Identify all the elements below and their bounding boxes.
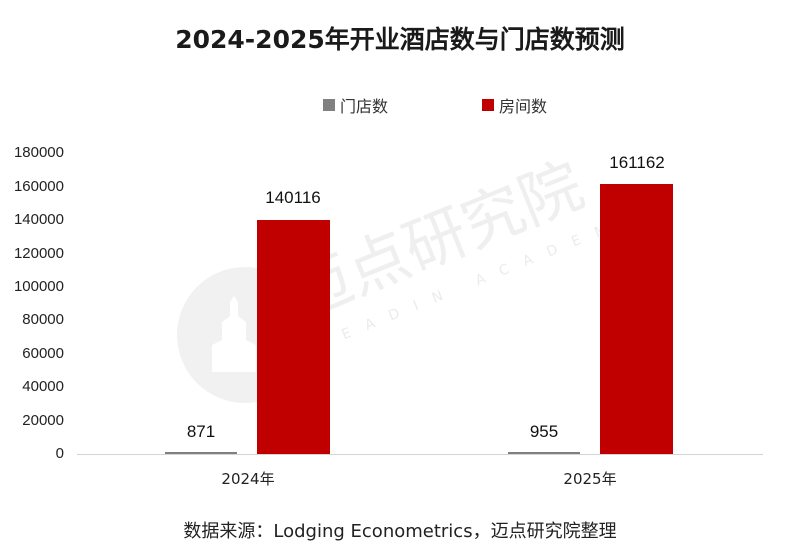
legend-swatch-stores (323, 99, 335, 111)
data-label-rooms-2025: 161162 (609, 153, 665, 172)
bar-stores-2025 (508, 452, 580, 454)
data-label-stores-2025: 955 (529, 422, 559, 441)
x-axis-line (77, 454, 763, 455)
bar-stores-2024 (165, 452, 237, 454)
data-label-rooms-2024: 140116 (265, 188, 321, 207)
y-tick: 100000 (13, 278, 64, 295)
y-tick: 20000 (22, 412, 64, 429)
legend-item-stores: 门店数 (323, 93, 388, 117)
y-tick: 60000 (22, 345, 64, 362)
x-tick-2025: 2025年 (563, 470, 617, 488)
y-tick: 180000 (13, 144, 64, 161)
x-tick-2024: 2024年 (221, 470, 275, 488)
chart-title: 2024-2025年开业酒店数与门店数预测 (175, 25, 625, 54)
y-tick: 140000 (13, 211, 64, 228)
y-tick: 80000 (22, 311, 64, 328)
y-tick: 40000 (22, 378, 64, 395)
y-tick: 160000 (13, 178, 64, 195)
bar-rooms-2025 (600, 184, 673, 454)
legend-label-rooms: 房间数 (499, 97, 548, 116)
legend-swatch-rooms (482, 99, 494, 111)
legend-item-rooms: 房间数 (482, 93, 547, 117)
legend: 门店数 房间数 (0, 93, 800, 117)
y-tick: 120000 (13, 245, 64, 262)
y-tick: 0 (55, 445, 64, 462)
data-label-stores-2024: 871 (186, 422, 216, 441)
bar-rooms-2024 (257, 220, 330, 454)
legend-label-stores: 门店数 (340, 97, 389, 116)
source-note: 数据来源：Lodging Econometrics，迈点研究院整理 (183, 521, 617, 542)
